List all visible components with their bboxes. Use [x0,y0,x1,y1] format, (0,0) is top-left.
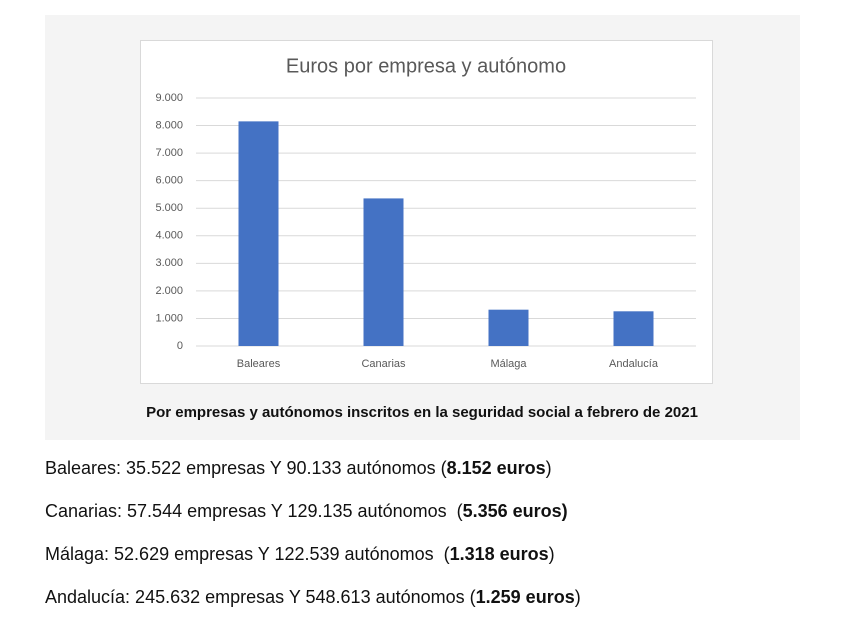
text-line: Andalucía: 245.632 empresas Y 548.613 au… [45,587,581,608]
amount: 5.356 euros) [462,501,568,521]
amount: 8.152 euros [446,458,546,478]
y-tick-label: 3.000 [155,257,183,269]
x-tick-label: Andalucía [609,358,659,370]
text: Andalucía: 245.632 empresas Y 548.613 au… [45,587,476,607]
x-tick-label: Baleares [237,358,281,370]
text-line: Baleares: 35.522 empresas Y 90.133 autón… [45,458,552,479]
caption: Por empresas y autónomos inscritos en la… [146,404,698,421]
chart: Euros por empresa y autónomo Por empresa… [45,15,800,440]
bar [613,311,654,346]
text-line: Málaga: 52.629 empresas Y 122.539 autóno… [45,544,555,565]
y-tick-label: 2.000 [155,285,183,297]
x-tick-label: Canarias [361,358,406,370]
chart-title: Euros por empresa y autónomo [286,55,566,77]
text-line: Canarias: 57.544 empresas Y 129.135 autó… [45,501,568,522]
y-tick-label: 5.000 [155,202,183,214]
bar [238,121,279,346]
text: Baleares: 35.522 empresas Y 90.133 autón… [45,458,447,478]
y-tick-label: 0 [177,340,183,352]
y-tick-label: 8.000 [155,119,183,131]
bar [363,198,404,346]
text: Canarias: 57.544 empresas Y 129.135 autó… [45,501,463,521]
text: Málaga: 52.629 empresas Y 122.539 autóno… [45,544,450,564]
y-tick-label: 4.000 [155,230,183,242]
bar [488,309,529,346]
x-tick-label: Málaga [490,358,527,370]
y-tick-label: 1.000 [155,312,183,324]
y-tick-label: 7.000 [155,147,183,159]
y-tick-label: 6.000 [155,175,183,187]
amount: 1.318 euros [449,544,549,564]
text: ) [548,544,555,564]
text: ) [574,587,581,607]
amount: 1.259 euros [475,587,575,607]
text: ) [545,458,552,478]
y-tick-label: 9.000 [155,92,183,104]
